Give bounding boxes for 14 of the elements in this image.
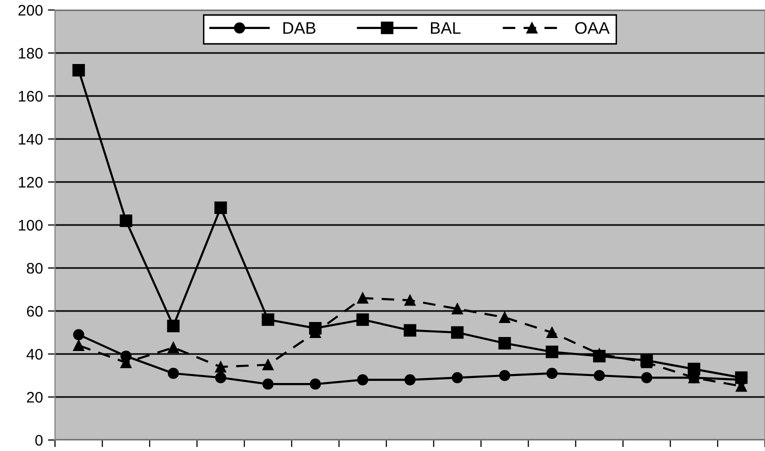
y-tick-label: 160 xyxy=(18,90,43,102)
y-tick-label: 100 xyxy=(18,220,43,231)
y-tick-label: 20 xyxy=(26,392,43,403)
y-tick-label: 120 xyxy=(18,176,43,188)
legend-label: OAA xyxy=(575,22,610,34)
y-tick-label: 140 xyxy=(18,134,43,145)
y-tick-label: 80 xyxy=(26,262,43,274)
y-tick-label: 40 xyxy=(26,348,43,360)
y-tick-label: 200 xyxy=(18,4,43,16)
y-tick-label: 0 xyxy=(35,434,43,446)
y-tick-label: 180 xyxy=(18,48,43,59)
y-tick-label: 60 xyxy=(26,306,43,317)
legend-label: BAL xyxy=(430,22,461,34)
legend-label: DAB xyxy=(283,22,316,34)
